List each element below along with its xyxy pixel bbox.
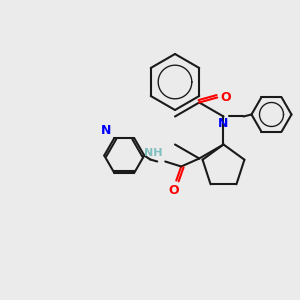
Text: O: O <box>220 91 231 104</box>
Text: NH: NH <box>144 148 162 158</box>
Text: O: O <box>168 184 178 197</box>
Text: N: N <box>101 124 111 137</box>
Text: N: N <box>218 118 229 130</box>
